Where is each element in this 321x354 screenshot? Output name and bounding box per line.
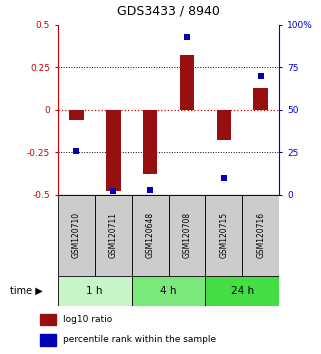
Text: 24 h: 24 h	[231, 286, 254, 296]
Bar	[143, 110, 157, 174]
Point	[258, 73, 263, 79]
Bar	[253, 88, 268, 110]
Text: time ▶: time ▶	[10, 286, 42, 296]
Bar	[179, 55, 194, 110]
Bar	[39, 334, 56, 346]
Bar	[69, 110, 83, 120]
Text: log10 ratio: log10 ratio	[63, 315, 112, 324]
Text: GSM120716: GSM120716	[256, 212, 265, 258]
Point	[147, 187, 153, 193]
Bar	[242, 195, 279, 276]
Text: 4 h: 4 h	[160, 286, 177, 296]
Bar	[58, 276, 132, 306]
Point	[110, 188, 116, 194]
Bar	[106, 110, 120, 191]
Text: GSM120715: GSM120715	[219, 212, 229, 258]
Text: GDS3433 / 8940: GDS3433 / 8940	[117, 5, 220, 18]
Text: GSM120711: GSM120711	[108, 212, 118, 258]
Bar	[169, 195, 205, 276]
Point	[221, 175, 226, 181]
Bar	[132, 195, 169, 276]
Text: GSM120710: GSM120710	[72, 212, 81, 258]
Bar	[132, 276, 205, 306]
Text: GSM120648: GSM120648	[145, 212, 155, 258]
Bar	[58, 195, 95, 276]
Text: 1 h: 1 h	[86, 286, 103, 296]
Text: percentile rank within the sample: percentile rank within the sample	[63, 335, 216, 344]
Point	[184, 34, 189, 40]
Text: GSM120708: GSM120708	[182, 212, 192, 258]
Bar	[205, 195, 242, 276]
Point	[74, 148, 79, 153]
Bar	[95, 195, 132, 276]
Bar	[216, 110, 231, 140]
Bar	[205, 276, 279, 306]
Bar	[39, 314, 56, 325]
